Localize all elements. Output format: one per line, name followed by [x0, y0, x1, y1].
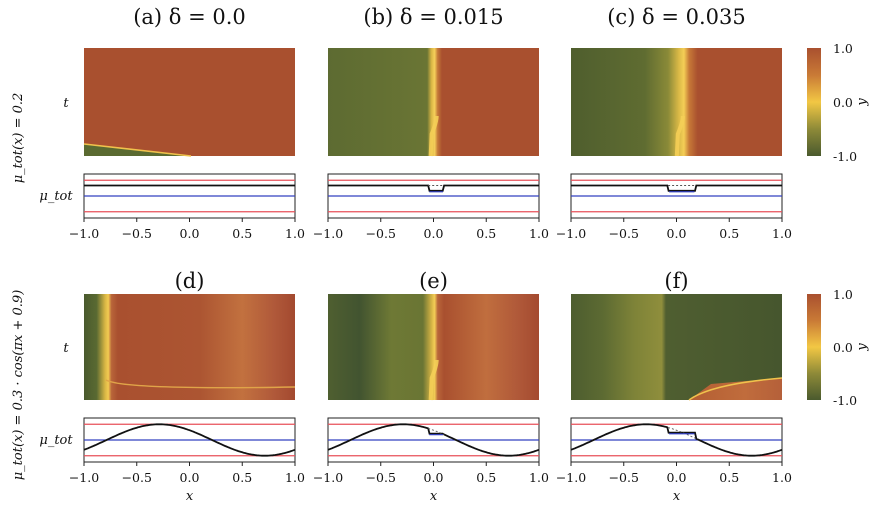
x-tick-label: −0.5 [609, 470, 639, 485]
x-tick-label: −0.5 [366, 470, 396, 485]
x-tick-label: 0.0 [667, 470, 687, 485]
panel-c: (c) δ = 0.035 −1.0 −0.5 0.0 0.5 1.0 [556, 5, 792, 241]
panel-title: (c) δ = 0.035 [607, 5, 746, 29]
colorbar: 1.0 0.0 -1.0 y [807, 41, 870, 164]
x-tick-label: −0.5 [609, 226, 639, 241]
row-label: μ_tot(x) = 0.2 [11, 93, 26, 184]
x-tick-label: −0.5 [366, 226, 396, 241]
front-line [105, 379, 296, 389]
front-kink [674, 115, 685, 157]
mu-curve [83, 423, 296, 457]
x-tick-label: 0.5 [232, 226, 252, 241]
heatmap-ylabel: t [63, 341, 69, 356]
x-tick-label: −0.5 [122, 470, 152, 485]
heatmap-field [328, 294, 539, 400]
row-label: μ_tot(x) = 0.3 · cos(πx + 0.9) [11, 290, 26, 481]
panel-f: (f) −1.0 −0.5 0.0 0.5 1.0 x [556, 269, 792, 504]
x-tick-label: 0.5 [476, 226, 496, 241]
colorbar-tick-label: 1.0 [833, 41, 853, 56]
panel-b: (b) δ = 0.015 −1.0 −0.5 0.0 0.5 1.0 [313, 5, 549, 241]
heatmap-field [84, 48, 295, 156]
x-tick-label: −1.0 [313, 470, 343, 485]
colorbar-tick-label: -1.0 [833, 149, 857, 164]
x-tick-label: 0.5 [476, 470, 496, 485]
x-axis-label: x [186, 489, 194, 504]
colorbar-tick-label: 0.0 [833, 340, 853, 355]
front-kink [428, 115, 439, 157]
x-tick-label: 0.0 [667, 226, 687, 241]
front-line [688, 377, 783, 401]
mu-ylabel: μ_tot [39, 189, 73, 204]
panel-e: (e) −1.0 −0.5 0.0 0.5 1.0 x [313, 269, 549, 504]
colorbar-gradient [807, 48, 821, 156]
heatmap-field [328, 48, 539, 156]
colorbar-label: y [855, 98, 870, 107]
heatmap-field [84, 294, 295, 400]
x-tick-label: −1.0 [69, 470, 99, 485]
panel-title: (a) δ = 0.0 [133, 5, 246, 29]
panel-d: (d) t μ_tot −1.0 −0.5 0.0 0.5 1.0 x [39, 269, 305, 504]
x-tick-label: 1.0 [285, 226, 305, 241]
colorbar-tick-label: 1.0 [833, 287, 853, 302]
x-tick-label: 0.0 [424, 226, 444, 241]
x-axis-label: x [673, 489, 681, 504]
mu-reference-dashed [667, 427, 696, 439]
mu-curve [571, 184, 782, 192]
panel-title: (b) δ = 0.015 [363, 5, 503, 29]
heatmap-region [689, 378, 782, 400]
colorbar-tick-label: 0.0 [833, 95, 853, 110]
panel-a: (a) δ = 0.0 t μ_tot −1.0 −0.5 0.0 0.5 1.0 [39, 5, 305, 241]
panel-title: (f) [664, 269, 688, 293]
front-line [83, 143, 192, 157]
x-tick-label: −1.0 [313, 226, 343, 241]
colorbar-label: y [855, 343, 870, 352]
x-tick-label: 1.0 [772, 226, 792, 241]
mu-reference-dashed [428, 427, 445, 435]
x-tick-label: 0.0 [180, 226, 200, 241]
heatmap-ylabel: t [63, 96, 69, 111]
mu-curve [328, 184, 539, 192]
x-tick-label: −1.0 [69, 226, 99, 241]
front-kink [428, 359, 439, 401]
x-tick-label: −1.0 [556, 226, 586, 241]
colorbar-gradient [807, 294, 821, 400]
colorbar-tick-label: -1.0 [833, 393, 857, 408]
x-tick-label: 1.0 [529, 226, 549, 241]
panel-title: (d) [175, 269, 205, 293]
x-tick-label: 0.5 [232, 470, 252, 485]
x-tick-label: 1.0 [529, 470, 549, 485]
x-tick-label: −0.5 [122, 226, 152, 241]
x-tick-label: 0.5 [719, 470, 739, 485]
x-axis-label: x [430, 489, 438, 504]
colorbar: 1.0 0.0 -1.0 y [807, 287, 870, 408]
x-tick-label: 0.0 [424, 470, 444, 485]
mu-curve [327, 423, 540, 457]
panel-title: (e) [419, 269, 448, 293]
mu-ylabel: μ_tot [39, 433, 73, 448]
x-tick-label: 1.0 [285, 470, 305, 485]
x-tick-label: 0.5 [719, 226, 739, 241]
mu-curve [570, 423, 783, 457]
x-tick-label: 0.0 [180, 470, 200, 485]
x-tick-label: −1.0 [556, 470, 586, 485]
x-tick-label: 1.0 [772, 470, 792, 485]
